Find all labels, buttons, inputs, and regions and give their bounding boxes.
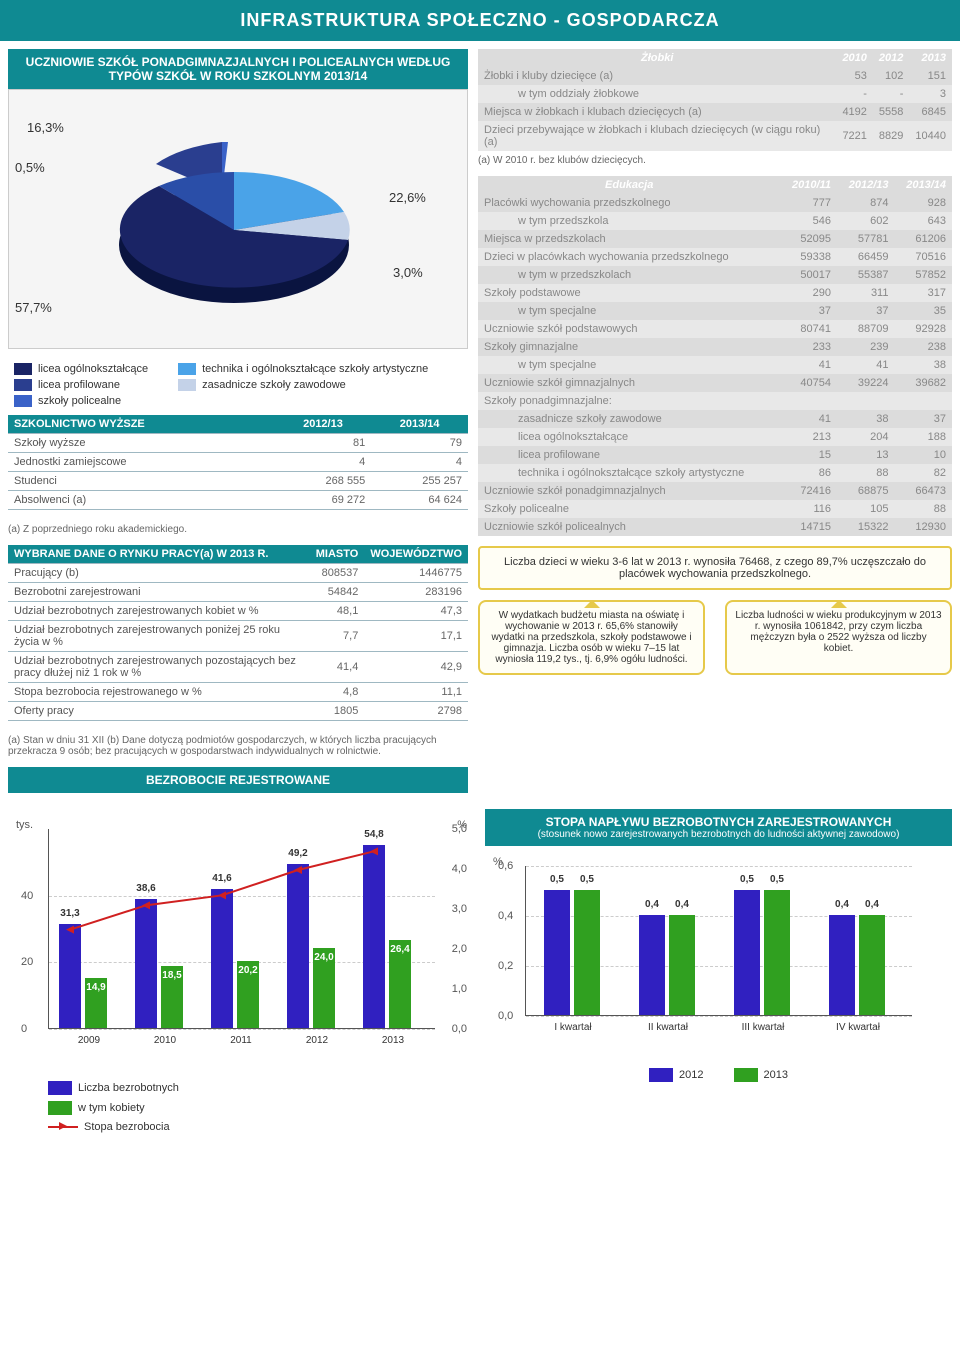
table-row: Udział bezrobotnych zarejestrowanych kob…: [8, 602, 468, 621]
table-row: Miejsca w żłobkach i klubach dziecięcych…: [478, 103, 952, 121]
legend-item: licea ogólnokształcące: [14, 363, 148, 375]
table-row: Studenci268 555255 257: [8, 472, 468, 491]
table-row: Miejsca w przedszkolach520955778161206: [478, 230, 952, 248]
callout-left: W wydatkach budżetu miasta na oświatę i …: [478, 600, 705, 675]
table-row: Absolwenci (a)69 27264 624: [8, 491, 468, 510]
higher-ed-footnote: (a) Z poprzedniego roku akademickiego.: [8, 520, 468, 545]
unemployment-header: BEZROBOCIE REJESTROWANE: [8, 767, 468, 793]
table-row: Szkoły podstawowe290311317: [478, 284, 952, 302]
table-row: Uczniowie szkół gimnazjalnych40754392243…: [478, 374, 952, 392]
legend-item: w tym kobiety: [48, 1101, 435, 1115]
table-row: Żłobki i kluby dziecięce (a)53102151: [478, 67, 952, 85]
pie-chart: 16,3% 0,5% 22,6% 3,0% 57,7%: [8, 89, 468, 349]
higher-education-table: SZKOLNICTWO WYŻSZE2012/132013/14 Szkoły …: [8, 415, 468, 510]
callout-wide: Liczba dzieci w wieku 3-6 lat w 2013 r. …: [478, 546, 952, 590]
inflow-bar-chart: % 0,00,20,40,60,50,5I kwartał0,40,4II kw…: [485, 856, 952, 1056]
table-row: w tym oddziały żłobkowe--3: [478, 85, 952, 103]
nurseries-table: Żłobki201020122013 Żłobki i kluby dzieci…: [478, 49, 952, 151]
table-row: w tym specjalne414138: [478, 356, 952, 374]
inflow-chart-header: STOPA NAPŁYWU BEZROBOTNYCH ZAREJESTROWAN…: [485, 809, 952, 846]
pie-slice-label: 57,7%: [15, 300, 52, 315]
table-row: Szkoły wyższe8179: [8, 434, 468, 453]
table-row: Placówki wychowania przedszkolnego777874…: [478, 194, 952, 212]
table-row: Oferty pracy18052798: [8, 702, 468, 721]
legend-item: Stopa bezrobocia: [48, 1121, 435, 1133]
legend-item: 2013: [734, 1068, 788, 1082]
pie-svg: [104, 130, 364, 330]
table-row: Szkoły policealne11610588: [478, 500, 952, 518]
legend-item: szkoły policealne: [14, 395, 148, 407]
pie-slice-label: 3,0%: [393, 265, 423, 280]
table-row: Uczniowie szkół podstawowych807418870992…: [478, 320, 952, 338]
table-row: Uczniowie szkół policealnych147151532212…: [478, 518, 952, 536]
labor-footnote: (a) Stan w dniu 31 XII (b) Dane dotyczą …: [8, 731, 468, 767]
table-row: Udział bezrobotnych zarejestrowanych poz…: [8, 652, 468, 683]
table-row: Jednostki zamiejscowe44: [8, 453, 468, 472]
callout-right: Liczba ludności w wieku produkcyjnym w 2…: [725, 600, 952, 675]
table-row: technika i ogólnokształcące szkoły artys…: [478, 464, 952, 482]
table-row: Uczniowie szkół ponadgimnazjalnych724166…: [478, 482, 952, 500]
pie-slice-label: 22,6%: [389, 190, 426, 205]
table-row: Szkoły ponadgimnazjalne:: [478, 392, 952, 410]
legend-item: licea profilowane: [14, 379, 148, 391]
table-row: licea profilowane151310: [478, 446, 952, 464]
education-table: Edukacja2010/112012/132013/14 Placówki w…: [478, 176, 952, 536]
table-row: Dzieci przebywające w żłobkach i klubach…: [478, 121, 952, 151]
table-row: Stopa bezrobocia rejestrowanego w %4,811…: [8, 683, 468, 702]
table-row: w tym w przedszkolach500175538757852: [478, 266, 952, 284]
pie-slice-label: 16,3%: [27, 120, 64, 135]
pie-legend: licea ogólnokształcące licea profilowane s…: [8, 355, 468, 415]
table-row: zasadnicze szkoły zawodowe413837: [478, 410, 952, 428]
table-row: Pracujący (b)8085371446775: [8, 564, 468, 583]
page-title: INFRASTRUKTURA SPOŁECZNO - GOSPODARCZA: [0, 0, 960, 41]
table-row: w tym przedszkola546602643: [478, 212, 952, 230]
legend-item: technika i ogólnokształcące szkoły artys…: [178, 363, 428, 375]
legend-item: zasadnicze szkoły zawodowe: [178, 379, 428, 391]
legend-item: Liczba bezrobotnych: [48, 1081, 435, 1095]
nurseries-footnote: (a) W 2010 r. bez klubów dziecięcych.: [478, 151, 952, 176]
table-row: Bezrobotni zarejestrowani54842283196: [8, 583, 468, 602]
pie-slice-label: 0,5%: [15, 160, 45, 175]
unemployment-bar-chart: tys. % 020400,01,02,03,04,05,031,314,920…: [8, 809, 475, 1069]
legend-item: 2012: [649, 1068, 703, 1082]
table-row: Dzieci w placówkach wychowania przedszko…: [478, 248, 952, 266]
table-row: Szkoły gimnazjalne233239238: [478, 338, 952, 356]
table-row: Udział bezrobotnych zarejestrowanych pon…: [8, 621, 468, 652]
table-row: w tym specjalne373735: [478, 302, 952, 320]
labor-market-table: WYBRANE DANE O RYNKU PRACY(a) W 2013 R.M…: [8, 545, 468, 721]
table-row: licea ogólnokształcące213204188: [478, 428, 952, 446]
pie-header: UCZNIOWIE SZKÓŁ PONADGIMNAZJALNYCH I POL…: [8, 49, 468, 89]
